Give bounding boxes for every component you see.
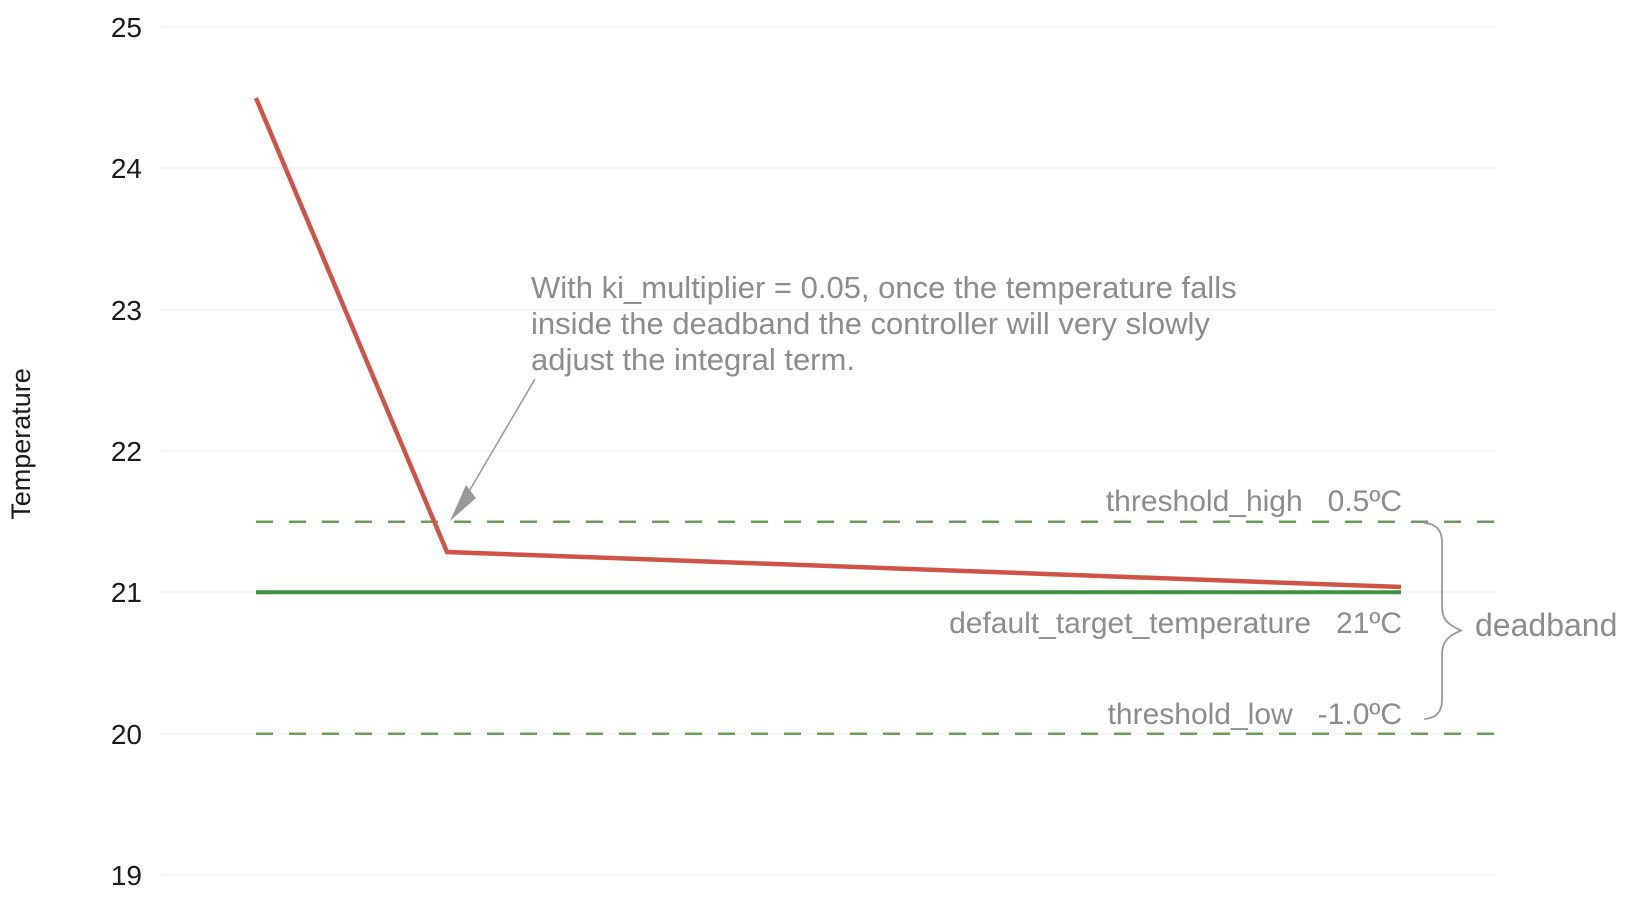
- svg-text:25: 25: [111, 12, 142, 43]
- svg-text:Temperature: Temperature: [6, 368, 36, 520]
- svg-text:23: 23: [111, 295, 142, 326]
- svg-text:inside the deadband the contro: inside the deadband the controller will …: [531, 306, 1210, 341]
- svg-text:threshold_high 0.5ºC: threshold_high 0.5ºC: [1106, 485, 1402, 518]
- svg-text:adjust the integral term.: adjust the integral term.: [531, 342, 855, 377]
- svg-text:default_target_temperature 2: default_target_temperature 21ºC: [949, 607, 1402, 640]
- svg-text:22: 22: [111, 436, 142, 467]
- svg-text:deadband: deadband: [1475, 607, 1617, 643]
- svg-text:20: 20: [111, 719, 142, 750]
- svg-text:24: 24: [111, 153, 142, 184]
- svg-text:21: 21: [111, 577, 142, 608]
- svg-text:threshold_low -1.0ºC: threshold_low -1.0ºC: [1108, 698, 1402, 731]
- svg-text:With ki_multiplier = 0.05, onc: With ki_multiplier = 0.05, once the temp…: [531, 270, 1237, 305]
- svg-text:19: 19: [111, 860, 142, 891]
